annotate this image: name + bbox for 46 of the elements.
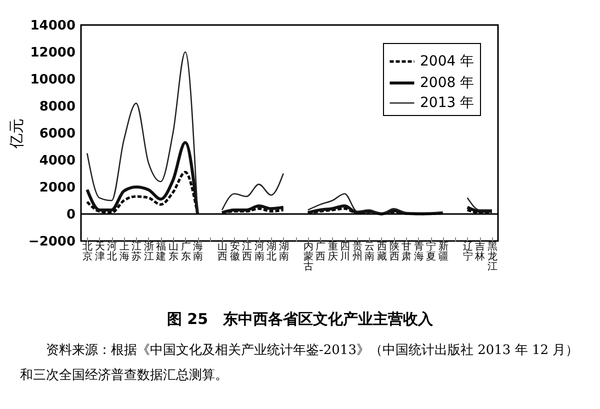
x-tick-label: 福建 [155,240,166,262]
x-tick-label: 江西 [242,240,252,262]
legend-label: 2004 年 [420,54,474,70]
x-tick-label: 陕西 [389,240,400,262]
text: 图 25 东中西各省区文化产业主营收入 [166,310,434,329]
x-tick-label: 四川 [340,242,350,262]
y-tick-label: 2000 [39,180,76,196]
y-tick-label: 0 [66,208,76,222]
y-tick-label: 14000 [30,18,76,34]
x-tick-label: 甘肃 [402,240,412,262]
y-tick-label: 8000 [39,100,76,114]
y-axis-title: 亿元 [7,118,26,150]
x-tick-label: 河北 [107,240,118,262]
text: 资料来源：根据《中国文化及相关产业统计年鉴-2013》（中国统计出版社 2013 年 12 月）和三次全国经济普查数据汇总测算。 [20,342,580,385]
x-tick-label: 西藏 [376,242,387,262]
x-tick-label: 安徽 [230,240,240,262]
legend-label: 2013 年 [420,95,474,111]
x-tick-label: 山西 [218,240,228,262]
x-tick-label: 青海 [414,240,424,262]
x-tick-label: 内蒙古 [303,240,314,272]
x-tick-label: 北京 [82,240,93,262]
x-tick-label: 贵州 [352,240,362,262]
y-tick-label: −2000 [28,234,76,250]
legend-label: 2008 年 [420,75,474,91]
y-tick-label: 12000 [30,46,76,60]
y-tick-label: 4000 [39,154,76,168]
x-tick-label: 山东 [168,240,178,262]
x-tick-label: 辽宁 [462,240,473,262]
x-tick-label: 新疆 [438,240,448,262]
x-tick-label: 宁夏 [426,240,436,262]
x-tick-label: 江苏 [132,240,142,262]
x-tick-label: 吉林 [474,240,486,262]
x-tick-label: 河南 [254,240,264,262]
x-tick-label: 湖南 [278,240,289,262]
x-tick-label: 云南 [364,242,375,262]
x-tick-label: 浙江 [144,240,154,262]
x-tick-label: 天津 [94,242,105,262]
x-tick-label: 广东 [180,240,191,262]
x-tick-label: 重庆 [328,240,338,262]
y-tick-label: 6000 [39,126,76,142]
x-tick-label: 湖北 [266,240,277,262]
x-tick-label: 黑龙江 [487,242,498,272]
x-tick-label: 海南 [193,240,204,262]
x-tick-label: 广西 [316,240,326,262]
x-tick-label: 上海 [119,240,130,262]
y-tick-label: 10000 [30,72,76,88]
